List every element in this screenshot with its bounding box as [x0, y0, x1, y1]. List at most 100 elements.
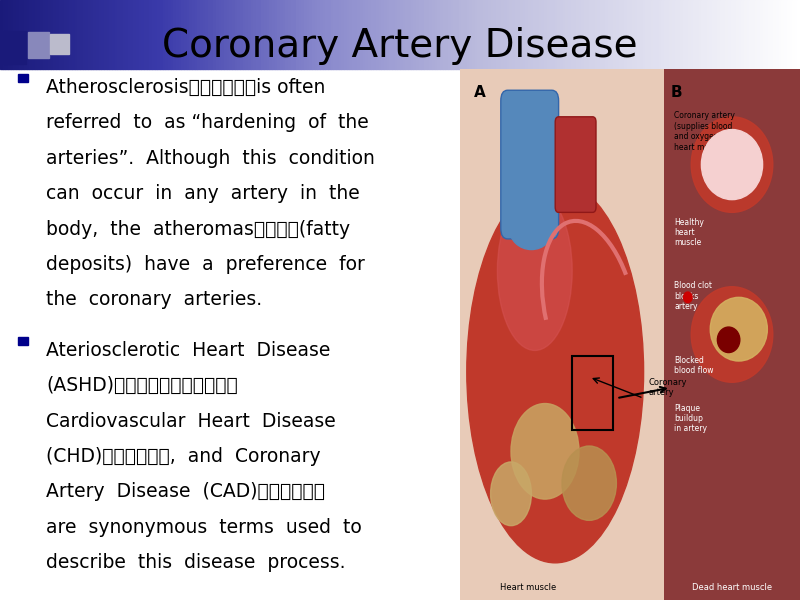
Bar	[534, 0, 536, 69]
Bar	[794, 0, 798, 69]
FancyBboxPatch shape	[555, 117, 596, 212]
Bar	[376, 0, 378, 69]
Bar	[338, 0, 342, 69]
Bar	[346, 0, 350, 69]
Bar	[294, 0, 296, 69]
Bar	[546, 0, 550, 69]
Bar	[122, 0, 126, 69]
Bar	[96, 0, 98, 69]
Bar	[266, 0, 270, 69]
Bar	[446, 0, 448, 69]
Bar	[362, 0, 366, 69]
Bar	[336, 0, 338, 69]
Bar	[192, 0, 194, 69]
Bar	[424, 0, 426, 69]
Text: Blocked
blood flow: Blocked blood flow	[674, 356, 714, 375]
Bar	[398, 0, 400, 69]
Bar	[98, 0, 102, 69]
Bar	[10, 0, 14, 69]
Bar	[460, 69, 664, 600]
Bar	[42, 0, 46, 69]
Bar	[522, 0, 526, 69]
Bar	[168, 0, 170, 69]
Bar	[120, 0, 122, 69]
Bar	[720, 0, 722, 69]
Bar	[470, 0, 472, 69]
Bar	[90, 0, 94, 69]
Bar	[86, 0, 88, 69]
Bar	[134, 0, 136, 69]
Ellipse shape	[691, 287, 773, 382]
Bar	[480, 0, 482, 69]
Bar	[686, 0, 688, 69]
Bar	[162, 0, 166, 69]
Bar	[608, 0, 610, 69]
Bar	[88, 0, 90, 69]
Bar	[512, 0, 514, 69]
Bar	[258, 0, 262, 69]
Bar	[574, 0, 576, 69]
Bar	[214, 0, 216, 69]
Bar	[82, 0, 86, 69]
Bar	[62, 0, 64, 69]
Bar	[48, 0, 50, 69]
Bar	[702, 0, 704, 69]
Bar	[382, 0, 384, 69]
Bar	[306, 0, 310, 69]
Bar	[694, 0, 696, 69]
Bar	[14, 0, 16, 69]
Bar	[386, 0, 390, 69]
Bar	[642, 0, 646, 69]
Bar	[790, 0, 792, 69]
Bar	[138, 0, 142, 69]
Text: Heart muscle: Heart muscle	[500, 583, 556, 592]
Ellipse shape	[691, 117, 773, 212]
Bar	[318, 0, 320, 69]
Bar	[616, 0, 618, 69]
Bar	[758, 0, 760, 69]
Bar	[378, 0, 382, 69]
Bar	[242, 0, 246, 69]
Bar	[374, 0, 376, 69]
Bar	[226, 0, 230, 69]
Text: body,  the  atheromas血管硬化(fatty: body, the atheromas血管硬化(fatty	[46, 220, 350, 239]
Bar	[722, 0, 726, 69]
Bar	[590, 0, 592, 69]
Bar	[402, 0, 406, 69]
Bar	[576, 0, 578, 69]
Bar	[726, 0, 728, 69]
Bar	[538, 0, 542, 69]
Bar	[654, 0, 656, 69]
Bar	[262, 0, 264, 69]
Bar	[8, 0, 10, 69]
Bar	[614, 0, 616, 69]
Bar	[578, 0, 582, 69]
Bar	[128, 0, 130, 69]
Bar	[704, 0, 706, 69]
Bar	[366, 0, 368, 69]
Text: Ateriosclerotic  Heart  Disease: Ateriosclerotic Heart Disease	[46, 341, 330, 360]
Bar	[112, 0, 114, 69]
Bar	[174, 0, 176, 69]
Bar	[118, 0, 120, 69]
Bar	[518, 0, 520, 69]
Bar	[554, 0, 558, 69]
Bar	[442, 0, 446, 69]
Bar	[472, 0, 474, 69]
Bar	[102, 0, 104, 69]
Text: Coronary
artery: Coronary artery	[649, 378, 687, 397]
Text: Blood clot
blocks
artery: Blood clot blocks artery	[674, 281, 712, 311]
Bar	[530, 0, 534, 69]
Bar	[600, 0, 602, 69]
Bar	[240, 0, 242, 69]
Bar	[560, 0, 562, 69]
Bar	[230, 0, 232, 69]
Bar	[650, 0, 654, 69]
Text: Atherosclerosis动脉簥样硬化is often: Atherosclerosis动脉簥样硬化is often	[46, 78, 326, 97]
Bar	[410, 0, 414, 69]
Bar	[394, 0, 398, 69]
Text: A: A	[474, 85, 486, 100]
Bar	[288, 0, 290, 69]
Bar	[430, 0, 432, 69]
Text: arteries”.  Although  this  condition: arteries”. Although this condition	[46, 149, 375, 168]
